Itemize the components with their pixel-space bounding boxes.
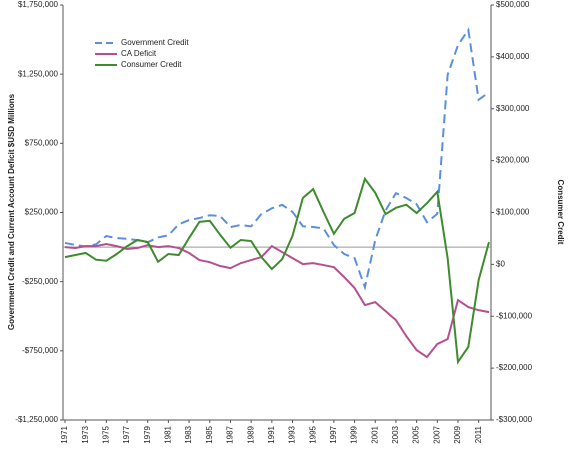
x-tick-label: 1979	[143, 425, 152, 443]
y2-tick-label: -$200,000	[496, 363, 533, 372]
y2-tick-label: $300,000	[496, 104, 530, 113]
y-tick-label: $1,250,000	[18, 69, 59, 78]
x-tick-label: 1987	[226, 425, 235, 443]
y2-tick-label: $100,000	[496, 208, 530, 217]
x-tick-label: 1973	[81, 425, 90, 443]
y-tick-label: -$1,250,000	[15, 415, 58, 424]
x-tick-label: 1981	[164, 425, 173, 443]
y-tick-label: $750,000	[25, 138, 59, 147]
y-tick-label: -$250,000	[22, 277, 59, 286]
y-tick-label: $1,750,000	[18, 0, 59, 9]
y2-tick-label: $0	[496, 259, 505, 268]
x-tick-label: 1971	[60, 425, 69, 443]
legend-label: Government Credit	[121, 38, 189, 47]
y-axis-title: Government Credit and Current Account De…	[7, 93, 16, 330]
x-tick-label: 1993	[288, 425, 297, 443]
x-tick-label: 2009	[453, 425, 462, 443]
y-tick-label: $250,000	[25, 208, 59, 217]
x-tick-label: 1983	[184, 425, 193, 443]
y2-tick-label: $200,000	[496, 156, 530, 165]
x-tick-label: 1977	[122, 425, 131, 443]
series-line	[64, 176, 490, 365]
x-tick-label: 1985	[205, 425, 214, 443]
y2-tick-label: -$300,000	[496, 415, 533, 424]
x-tick-label: 1975	[101, 425, 110, 443]
x-tick-label: 1997	[329, 425, 338, 443]
x-tick-label: 2007	[432, 425, 441, 443]
y2-tick-label: $400,000	[496, 52, 530, 61]
x-tick-label: 1999	[350, 425, 359, 443]
y-tick-label: -$750,000	[22, 346, 59, 355]
x-tick-label: 2001	[370, 425, 379, 443]
x-tick-label: 1991	[267, 425, 276, 443]
legend-label: CA Deficit	[121, 49, 157, 58]
x-tick-label: 1995	[308, 425, 317, 443]
y2-tick-label: $500,000	[496, 0, 530, 9]
series-line	[64, 243, 490, 359]
x-tick-label: 2005	[412, 425, 421, 443]
y2-axis-title: Consumer Credit	[556, 180, 565, 245]
legend-label: Consumer Credit	[121, 60, 182, 69]
y2-tick-label: -$100,000	[496, 311, 533, 320]
x-tick-label: 2011	[474, 425, 483, 443]
x-tick-label: 1989	[246, 425, 255, 443]
x-tick-label: 2003	[391, 425, 400, 443]
